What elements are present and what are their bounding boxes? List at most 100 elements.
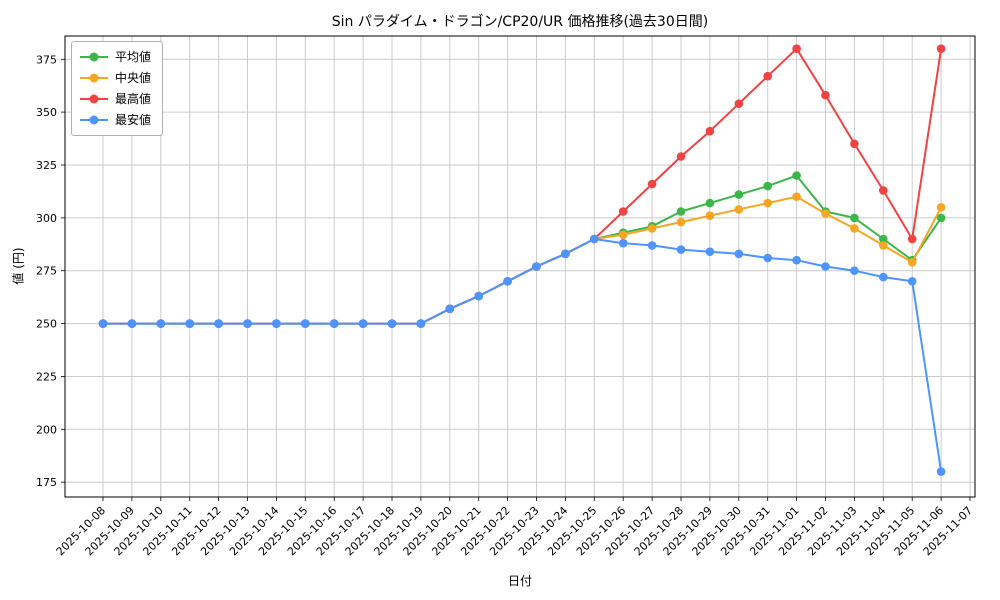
marker-median: [792, 192, 801, 201]
plot-border: [64, 35, 976, 498]
marker-max: [705, 126, 715, 136]
marker-median: [705, 211, 715, 220]
marker-median: [907, 258, 917, 267]
legend-item-min: 最安値: [80, 113, 151, 127]
x-tick-labels: 2025-10-082025-10-092025-10-102025-10-11…: [54, 504, 975, 558]
marker-min: [763, 253, 772, 263]
marker-median: [936, 203, 946, 212]
chart-title: Sin パラダイム・ドラゴン/CP20/UR 価格推移(過去30日間): [331, 14, 709, 30]
marker-median: [763, 198, 772, 208]
marker-median: [879, 241, 888, 250]
legend-label-min: 最安値: [115, 113, 152, 127]
marker-min: [387, 319, 397, 328]
marker-median: [618, 230, 628, 240]
marker-min: [214, 319, 223, 328]
y-tick-label: 225: [36, 371, 57, 384]
marker-min: [532, 262, 541, 271]
marker-median: [734, 205, 744, 214]
marker-min: [474, 291, 484, 301]
y-axis-label: 値 (円): [11, 247, 26, 285]
legend-marker-min-icon: [80, 115, 108, 126]
marker-min: [618, 238, 628, 248]
marker-min: [358, 319, 368, 328]
marker-min: [416, 319, 426, 328]
marker-max: [676, 152, 686, 161]
legend: 平均値 中央値 最高値 最安値: [71, 41, 164, 136]
marker-min: [98, 319, 108, 328]
marker-min: [676, 245, 686, 254]
marker-avg: [879, 234, 888, 244]
marker-avg: [936, 213, 946, 223]
series-max: [98, 44, 946, 328]
legend-marker-median-icon: [80, 73, 108, 84]
marker-min: [561, 249, 570, 259]
y-tick-label: 200: [36, 423, 57, 436]
series-min: [98, 234, 946, 476]
marker-min: [647, 241, 657, 250]
marker-median: [647, 224, 657, 233]
gridlines: [65, 36, 975, 497]
marker-max: [647, 179, 657, 189]
legend-item-max: 最高値: [80, 92, 151, 106]
marker-avg: [734, 190, 744, 199]
marker-max: [879, 186, 888, 195]
y-tick-label: 300: [36, 212, 57, 225]
y-tick-label: 375: [36, 53, 57, 66]
marker-min: [907, 277, 917, 286]
legend-marker-max-icon: [80, 94, 108, 105]
legend-item-median: 中央値: [80, 71, 151, 85]
marker-min: [445, 304, 455, 314]
marker-min: [705, 247, 715, 256]
y-tick-label: 325: [36, 159, 57, 172]
marker-avg: [676, 207, 686, 216]
marker-avg: [792, 171, 801, 180]
y-tick-label: 350: [36, 106, 57, 119]
marker-max: [792, 44, 801, 53]
series-line-min: [103, 238, 943, 472]
marker-min: [156, 319, 166, 328]
marker-max: [821, 90, 830, 100]
y-tick-label: 250: [36, 318, 57, 331]
marker-avg: [705, 198, 715, 208]
y-tick-labels: 175 200 225 250 275 300 325 350 375: [36, 53, 57, 489]
y-tick-label: 175: [36, 476, 57, 489]
marker-min: [301, 319, 310, 328]
marker-min: [243, 319, 252, 328]
legend-label-max: 最高値: [115, 92, 152, 106]
marker-max: [936, 44, 946, 53]
marker-max: [618, 207, 628, 216]
marker-min: [185, 319, 194, 328]
axis-ticks: [61, 58, 971, 501]
series-line-avg: [103, 174, 942, 325]
marker-min: [734, 249, 744, 259]
marker-median: [850, 224, 859, 233]
marker-min: [792, 255, 801, 265]
marker-min: [127, 319, 137, 328]
y-tick-label: 275: [36, 265, 57, 278]
marker-max: [763, 71, 772, 81]
marker-min: [503, 277, 512, 286]
legend-label-median: 中央値: [115, 71, 152, 85]
marker-min: [879, 272, 888, 282]
marker-median: [676, 217, 686, 227]
marker-min: [272, 319, 281, 328]
series-avg: [98, 171, 946, 328]
marker-min: [821, 262, 830, 271]
series-median: [98, 192, 946, 328]
marker-min: [329, 319, 339, 328]
series-line-median: [103, 195, 942, 325]
marker-min: [936, 467, 946, 476]
series-line-max: [103, 47, 943, 325]
legend-marker-avg-icon: [80, 52, 108, 63]
marker-median: [821, 209, 830, 218]
marker-max: [734, 99, 744, 108]
marker-max: [850, 139, 859, 149]
marker-min: [850, 266, 859, 276]
legend-label-avg: 平均値: [115, 50, 152, 64]
marker-avg: [763, 181, 772, 191]
legend-item-avg: 平均値: [80, 50, 151, 64]
x-axis-label: 日付: [507, 574, 532, 588]
marker-avg: [850, 213, 859, 223]
